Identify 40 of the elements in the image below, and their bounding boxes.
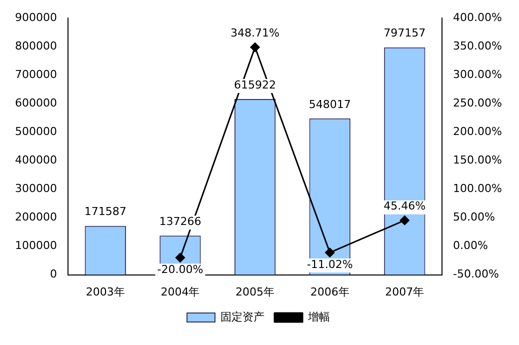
x-tick-label: 2004年 [160,285,200,298]
y-tick-label: 200000 [14,210,57,224]
y2-tick-label: 400.00% [453,10,502,24]
y2-tick-label: 350.00% [453,39,502,52]
x-tick-label: 2005年 [236,285,275,298]
y-tick-label: 400000 [14,154,57,167]
y2-tick-label: 300.00% [453,68,502,81]
point [400,216,410,226]
point [325,248,335,258]
point [250,42,260,52]
y2-tick-label: 200.00% [453,124,502,138]
y-tick-label: 300000 [14,182,57,196]
data-label: 797157 [384,26,426,40]
x-tick-label: 2003年 [86,285,125,298]
y-tick-label: 600000 [14,96,57,110]
y2-tick-label: -50.00% [453,268,499,281]
legend-label: 固定资产 [220,310,264,324]
x-tick-label: 2007年 [385,285,424,298]
data-label: 171587 [84,205,126,218]
y2-tick-label: 150.00% [453,154,502,167]
point [175,252,185,262]
y2-tick-label: 100.00% [453,182,502,196]
y-tick-label: 900000 [14,10,57,24]
y-tick-label: 800000 [14,39,57,52]
x-tick-label: 2006年 [310,285,350,298]
data-label: -11.02% [306,258,353,271]
legend-label: 增幅 [307,310,330,324]
data-label: 348.71% [230,26,280,40]
data-label: 615922 [234,78,276,92]
y2-tick-label: 250.00% [453,96,502,110]
y-tick-label: 700000 [14,68,57,81]
y2-tick-label: 50.00% [453,210,496,224]
data-label: 137266 [159,214,202,228]
data-label: -20.00% [157,263,204,276]
y-tick-label: 100000 [14,239,57,252]
y-tick-label: 0 [50,268,57,281]
data-label: 45.46% [384,200,426,213]
data-label: 548017 [308,98,351,111]
y2-tick-label: 0.00% [453,239,488,252]
y-tick-label: 500000 [14,124,57,138]
